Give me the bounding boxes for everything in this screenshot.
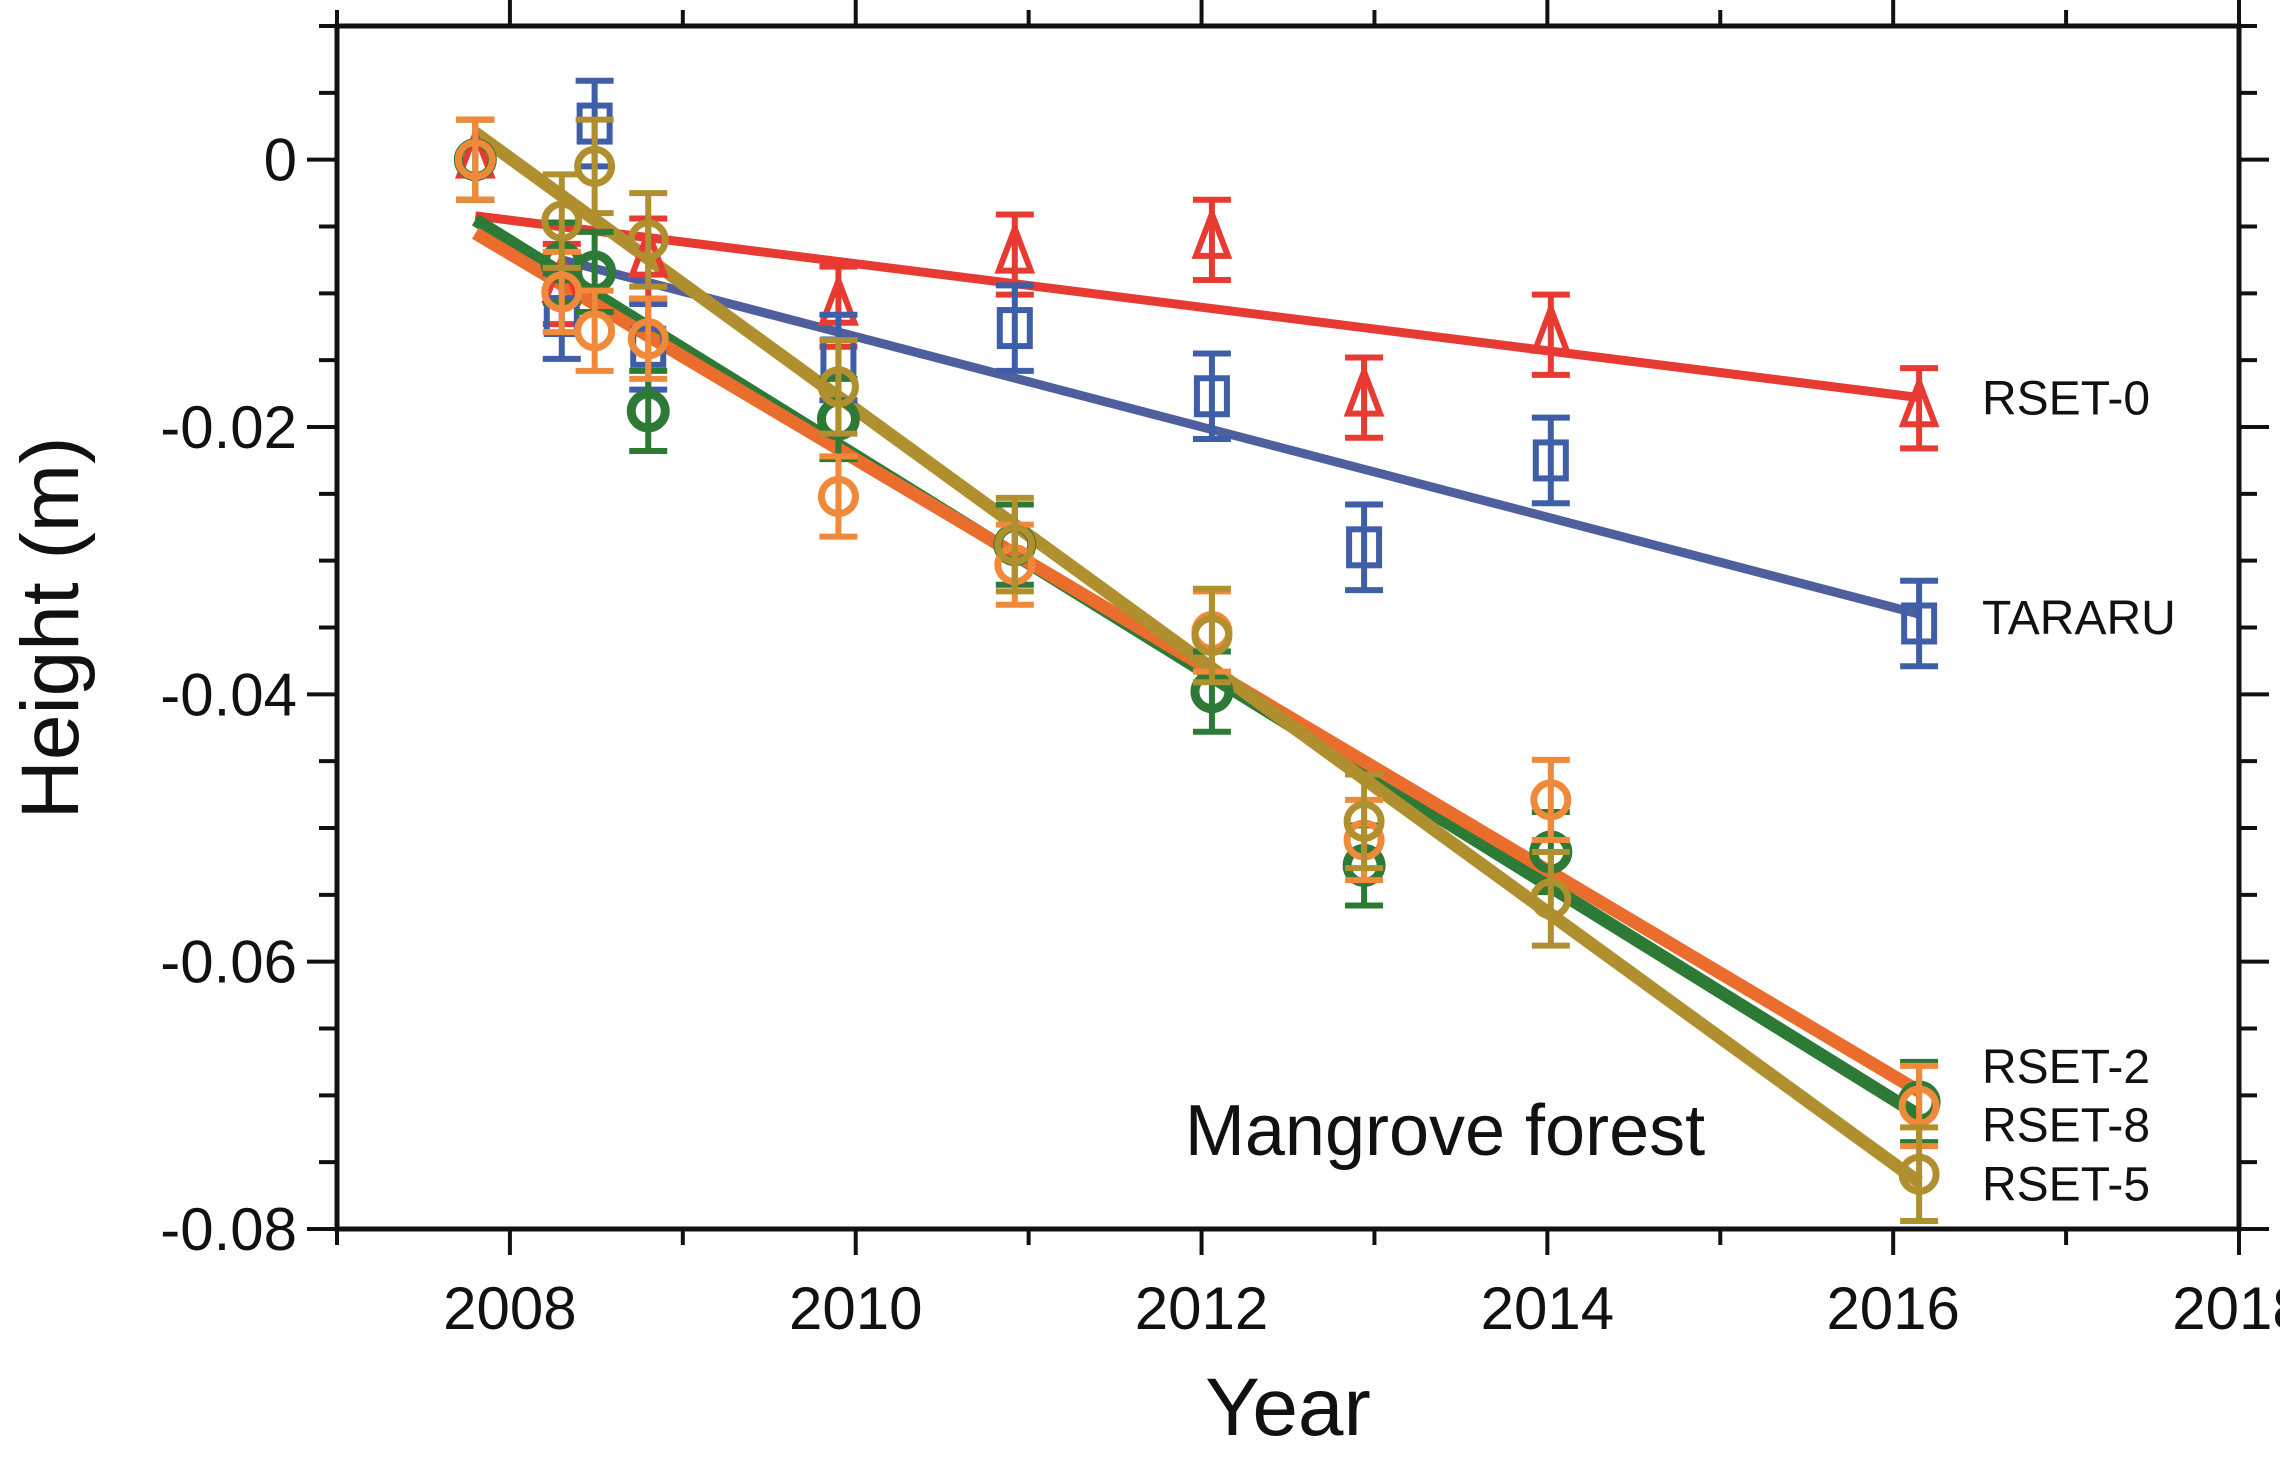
- data-point: [1193, 375, 1230, 418]
- y-tick-label: -0.04: [160, 661, 297, 728]
- data-point: [627, 219, 669, 261]
- labels: Year Height (m) Mangrove forest RSET-0 TA…: [5, 373, 2176, 1453]
- fit-line-rset-5: [471, 127, 1923, 1188]
- data-point: [1898, 373, 1940, 428]
- data-point: [1532, 439, 1569, 482]
- series-label-tararu: TARARU: [1982, 592, 2176, 645]
- fit-line-rset-0: [474, 211, 1920, 403]
- series-label-rset-5: RSET-5: [1982, 1159, 2150, 1212]
- data-point: [1530, 878, 1572, 920]
- data-point: [1530, 300, 1572, 354]
- x-axis-label: Year: [1205, 1362, 1371, 1453]
- plot-frame: [334, 23, 2242, 1232]
- series-label-rset-8: RSET-8: [1982, 1100, 2150, 1153]
- y-tick-label: -0.02: [160, 394, 297, 461]
- data-point: [994, 524, 1036, 566]
- data-point: [1530, 779, 1572, 821]
- data-point: [817, 366, 859, 408]
- x-tick-label: 2016: [1826, 1275, 1959, 1342]
- data-point: [627, 318, 669, 360]
- data-point: [541, 200, 583, 242]
- axes: 2008 2010 2012 2014 2016 2018 0 -0.02 -0.04 -0.06…: [160, 0, 2280, 1342]
- data-point: [1191, 205, 1233, 259]
- series-label-rset-0: RSET-0: [1982, 373, 2150, 426]
- data-point: [1343, 800, 1385, 842]
- data-point: [626, 389, 670, 433]
- annotation-mangrove-forest: Mangrove forest: [1185, 1091, 1705, 1171]
- data-point: [574, 310, 616, 352]
- data-point: [1901, 602, 1938, 645]
- data-point: [454, 139, 496, 181]
- data-point: [996, 307, 1033, 350]
- y-axis-label: Height (m): [5, 437, 96, 820]
- x-tick-label: 2012: [1135, 1275, 1268, 1342]
- y-tick-label: 0: [264, 127, 297, 194]
- series-rset-5: [541, 116, 1940, 1224]
- x-tick-label: 2008: [443, 1275, 576, 1342]
- x-tick-label: 2014: [1481, 1275, 1614, 1342]
- x-tick-label: 2018: [2172, 1275, 2280, 1342]
- data-point: [1898, 1153, 1940, 1195]
- y-tick-label: -0.06: [160, 929, 297, 996]
- data-points: [453, 77, 1941, 1224]
- data-point: [817, 476, 859, 518]
- fit-line-tararu: [560, 255, 1921, 619]
- x-tick-label: 2010: [789, 1275, 922, 1342]
- y-tick-label: -0.08: [160, 1196, 297, 1263]
- data-point: [994, 220, 1036, 274]
- data-point: [1343, 363, 1385, 417]
- data-point: [1346, 526, 1383, 569]
- data-point: [574, 145, 616, 187]
- series-label-rset-2: RSET-2: [1982, 1041, 2150, 1094]
- data-point: [1191, 615, 1233, 657]
- data-point: [1898, 1085, 1940, 1127]
- fit-lines: [471, 127, 1923, 1188]
